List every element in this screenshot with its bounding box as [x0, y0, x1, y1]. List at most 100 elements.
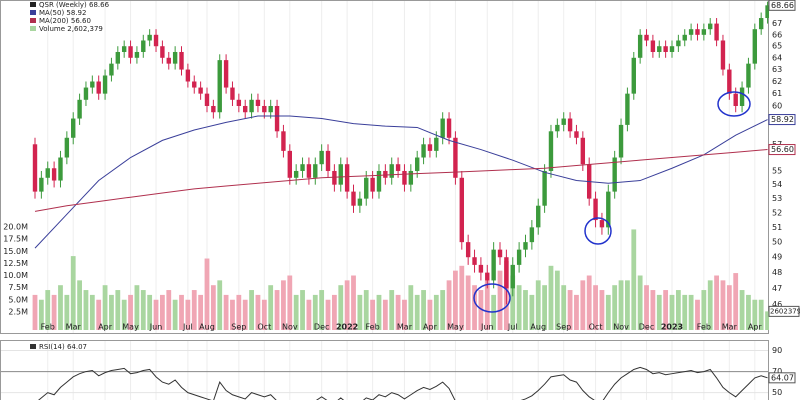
volume-bar	[198, 294, 204, 330]
volume-bar	[357, 294, 363, 330]
volume-bar	[739, 290, 745, 330]
y-tick-label: 51	[772, 223, 782, 232]
candle-body	[421, 144, 426, 158]
last-value-box	[768, 0, 796, 11]
volume-bar	[51, 294, 57, 330]
volume-bar	[726, 285, 732, 330]
volume-bar	[765, 311, 769, 330]
y-tick-label: 61	[772, 89, 782, 98]
volume-bar	[128, 294, 133, 330]
volume-bar	[306, 299, 312, 330]
volume-bar	[465, 275, 471, 330]
candle-body	[300, 164, 305, 171]
candle-body	[472, 257, 477, 265]
legend-swatch	[30, 10, 36, 15]
highlight-circle	[584, 217, 612, 245]
candle-body	[293, 170, 299, 178]
volume-bar	[484, 280, 490, 330]
volume-bar	[688, 294, 694, 330]
ma-line	[34, 149, 768, 212]
volume-bar	[586, 275, 592, 330]
volume-bar	[382, 299, 388, 330]
candle-body	[287, 150, 292, 178]
candle-body	[752, 29, 758, 64]
volume-bar	[109, 294, 114, 330]
candle-body	[618, 124, 624, 158]
candle-body	[383, 170, 388, 178]
volume-bar	[185, 299, 191, 330]
candle-body	[338, 164, 343, 185]
x-tick-label: Jun	[149, 323, 163, 332]
volume-bar	[121, 299, 127, 330]
x-tick-label: Apr	[748, 323, 763, 332]
candle-body	[580, 137, 586, 165]
volume-bar	[567, 290, 573, 330]
candle-body	[153, 34, 159, 47]
volume-bar	[210, 285, 216, 330]
x-tick-label: Dec	[314, 323, 329, 332]
volume-bar	[758, 299, 764, 330]
candle-body	[389, 164, 394, 178]
candle-body	[427, 144, 433, 151]
candle-body	[758, 18, 764, 30]
y-tick-label: 50	[772, 238, 782, 247]
candle-body	[599, 220, 605, 228]
x-tick-label: Sep	[556, 323, 571, 332]
volume-bar	[421, 290, 426, 330]
candle-body	[720, 40, 726, 70]
candle-body	[555, 124, 560, 132]
candle-body	[708, 23, 713, 30]
candle-body	[58, 157, 63, 181]
candle-body	[160, 46, 165, 58]
candle-body	[657, 46, 662, 52]
rsi-tick-label: 90	[772, 346, 782, 355]
volume-bar	[675, 290, 681, 330]
candle-body	[51, 168, 57, 181]
volume-bar	[682, 294, 688, 330]
candle-body	[223, 60, 229, 88]
volume-bar	[548, 265, 554, 330]
x-tick-label: Aug	[199, 323, 215, 332]
candle-body	[765, 5, 769, 19]
candle-body	[351, 191, 356, 206]
volume-bar	[707, 280, 713, 330]
rsi-tick-label: 50	[772, 388, 782, 397]
candle-body	[567, 118, 573, 132]
candle-body	[644, 34, 649, 41]
volume-bar	[714, 275, 719, 330]
legend-label: MA(50) 58.92	[39, 9, 86, 17]
candle-body	[370, 177, 375, 192]
last-value-label: 58.92	[771, 115, 794, 124]
candle-body	[147, 34, 152, 41]
volume-bar	[446, 280, 452, 330]
candle-body	[434, 137, 439, 151]
candle-body	[739, 87, 745, 106]
volume-bar	[472, 285, 477, 330]
volume-bar	[580, 280, 586, 330]
volume-bar	[510, 275, 516, 330]
x-tick-label: Nov	[282, 323, 298, 332]
candle-body	[402, 170, 407, 185]
candle-body	[115, 51, 121, 64]
x-tick-label: 2023	[661, 323, 683, 332]
candle-body	[669, 46, 675, 52]
volume-bar	[402, 299, 407, 330]
volume-bar	[478, 290, 484, 330]
candle-body	[255, 99, 261, 106]
x-tick-label: Nov	[613, 323, 629, 332]
candle-body	[415, 157, 420, 171]
volume-bar	[242, 299, 248, 330]
candle-body	[536, 205, 541, 228]
volume-tick-label: 15.0M	[3, 247, 28, 256]
last-value-box	[768, 372, 796, 384]
volume-bar	[179, 294, 184, 330]
legend-label: Volume 2,602,379	[39, 25, 103, 33]
volume-tick-label: 20.0M	[3, 223, 28, 232]
volume-bar	[287, 275, 293, 330]
candle-body	[249, 99, 254, 113]
candle-body	[733, 93, 738, 106]
y-tick-label: 48	[772, 268, 782, 277]
volume-bar	[83, 290, 89, 330]
volume-bar	[625, 280, 630, 330]
candle-body	[179, 51, 184, 70]
